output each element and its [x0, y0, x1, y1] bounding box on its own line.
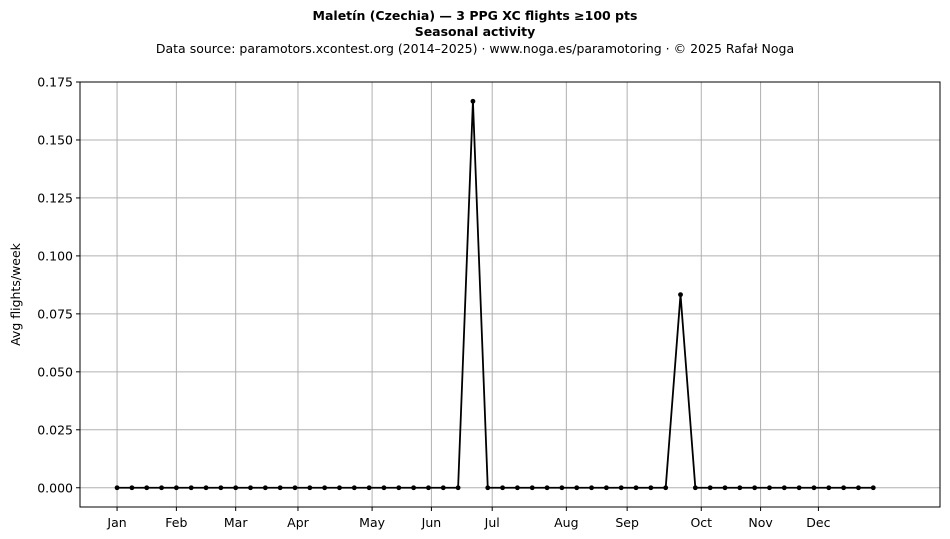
data-point [381, 485, 387, 491]
data-point [218, 485, 224, 491]
data-point [173, 485, 179, 491]
data-point [307, 485, 313, 491]
series-line [117, 100, 874, 489]
data-point [262, 485, 268, 491]
data-point [322, 485, 328, 491]
y-tick-label: 0.100 [37, 248, 73, 263]
x-tick-label: Oct [690, 515, 712, 530]
data-point [277, 485, 283, 491]
y-tick-label: 0.150 [37, 132, 73, 147]
x-tick-label: May [359, 515, 385, 530]
data-source-note: Data source: paramotors.xcontest.org (20… [155, 41, 795, 56]
y-tick-label: 0.125 [37, 190, 73, 205]
data-point [114, 485, 120, 491]
data-point [426, 485, 431, 491]
x-tick-label: Apr [287, 515, 309, 530]
data-point [159, 485, 164, 491]
x-tick-label: Jul [484, 515, 500, 530]
data-point [440, 485, 446, 491]
y-axis-label: Avg flights/week [8, 242, 23, 346]
data-point [603, 485, 609, 491]
chart-title: Maletín (Czechia) — 3 PPG XC flights ≥10… [312, 8, 638, 23]
data-point [796, 485, 802, 491]
y-tick-label: 0.075 [37, 306, 73, 321]
data-point [618, 485, 624, 491]
data-point [411, 485, 417, 491]
data-point [129, 485, 135, 491]
data-point [396, 485, 402, 491]
data-point [351, 485, 357, 491]
data-point [233, 485, 239, 491]
x-tick-label: Mar [224, 515, 248, 530]
data-point [870, 485, 876, 491]
y-tick-label: 0.025 [37, 422, 73, 437]
data-point [856, 485, 861, 491]
chart-subtitle: Seasonal activity [414, 24, 536, 39]
data-point [366, 485, 372, 491]
data-point [248, 485, 253, 491]
x-tick-label: Jun [421, 515, 442, 530]
x-tick-label: Dec [806, 515, 830, 530]
data-point [337, 485, 342, 491]
x-tick-label: Nov [748, 515, 773, 530]
data-point [633, 485, 639, 491]
x-tick-label: Sep [615, 515, 639, 530]
data-point [544, 485, 550, 491]
grid [80, 81, 940, 507]
y-tick-label: 0.050 [37, 364, 73, 379]
data-point [144, 485, 150, 491]
data-point [292, 485, 298, 491]
data-point [529, 485, 535, 491]
data-point [559, 485, 565, 491]
x-axis: Jan Feb Mar Apr May Jun Jul Aug Sep Oct Nov Dec [106, 507, 831, 530]
x-tick-label: Jan [106, 515, 126, 530]
data-point [455, 485, 461, 491]
data-point [188, 485, 194, 491]
data-point [470, 98, 476, 104]
data-point [737, 485, 743, 491]
data-point [648, 485, 654, 491]
data-points [114, 98, 876, 491]
x-tick-label: Feb [165, 515, 187, 530]
plot-frame [79, 81, 941, 508]
data-point [781, 485, 787, 491]
data-point [485, 485, 491, 491]
data-point [841, 485, 847, 491]
data-point [707, 485, 713, 491]
y-axis: 0.000 0.025 0.050 0.075 0.100 0.125 0.150 0.175 [37, 75, 80, 495]
data-point [515, 485, 520, 491]
y-tick-label: 0.000 [37, 480, 73, 495]
data-point [722, 485, 728, 491]
data-point [663, 485, 669, 491]
data-point [574, 485, 580, 491]
data-point [811, 485, 817, 491]
data-point [500, 485, 505, 491]
data-point [826, 485, 832, 491]
data-point [767, 485, 772, 491]
data-point [752, 485, 758, 491]
data-point [589, 485, 594, 491]
x-tick-label: Aug [554, 515, 578, 530]
data-point [203, 485, 209, 491]
title-block: Maletín (Czechia) — 3 PPG XC flights ≥10… [0, 8, 950, 57]
data-point [678, 292, 683, 298]
y-tick-label: 0.175 [37, 75, 73, 90]
data-point [692, 485, 698, 491]
